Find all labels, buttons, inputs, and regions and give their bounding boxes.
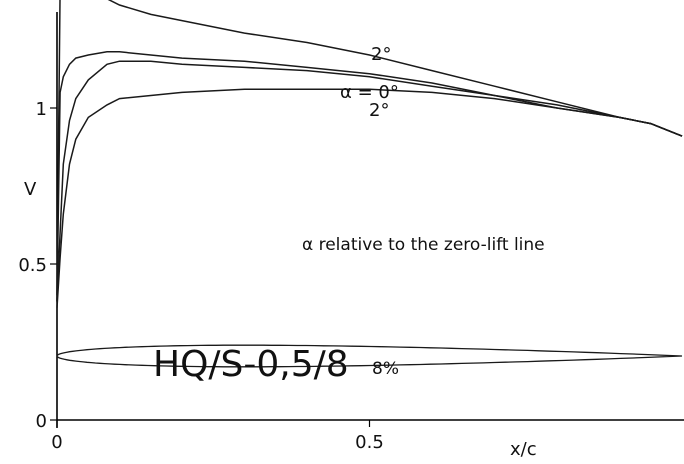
x-tick-label: 0.5 — [355, 432, 384, 453]
axis-ticks: 0 0.5 1 0 0.5 — [18, 99, 383, 453]
y-axis-label: V — [24, 179, 37, 200]
y-tick-label: 1 — [36, 99, 47, 120]
x-axis-label: x/c — [510, 439, 537, 460]
curve-label-alpha-0deg: α = 0° — [340, 82, 399, 103]
curve-label-lower-2deg: 2° — [369, 100, 389, 121]
velocity-curve — [56, 88, 683, 308]
velocity-curves — [56, 0, 683, 308]
thickness-label: 8% — [372, 359, 399, 379]
airfoil-outline — [56, 344, 683, 368]
airfoil-name-label: HQ/S-0,5/8 — [153, 344, 349, 385]
x-tick-label: 0 — [51, 432, 62, 453]
y-tick-label: 0 — [36, 411, 47, 432]
y-tick-label: 0.5 — [18, 255, 47, 276]
velocity-curve — [56, 51, 683, 302]
alpha-annotation: α relative to the zero-lift line — [302, 235, 545, 255]
velocity-curve — [56, 0, 683, 296]
curve-label-upper-2deg: 2° — [371, 44, 391, 65]
